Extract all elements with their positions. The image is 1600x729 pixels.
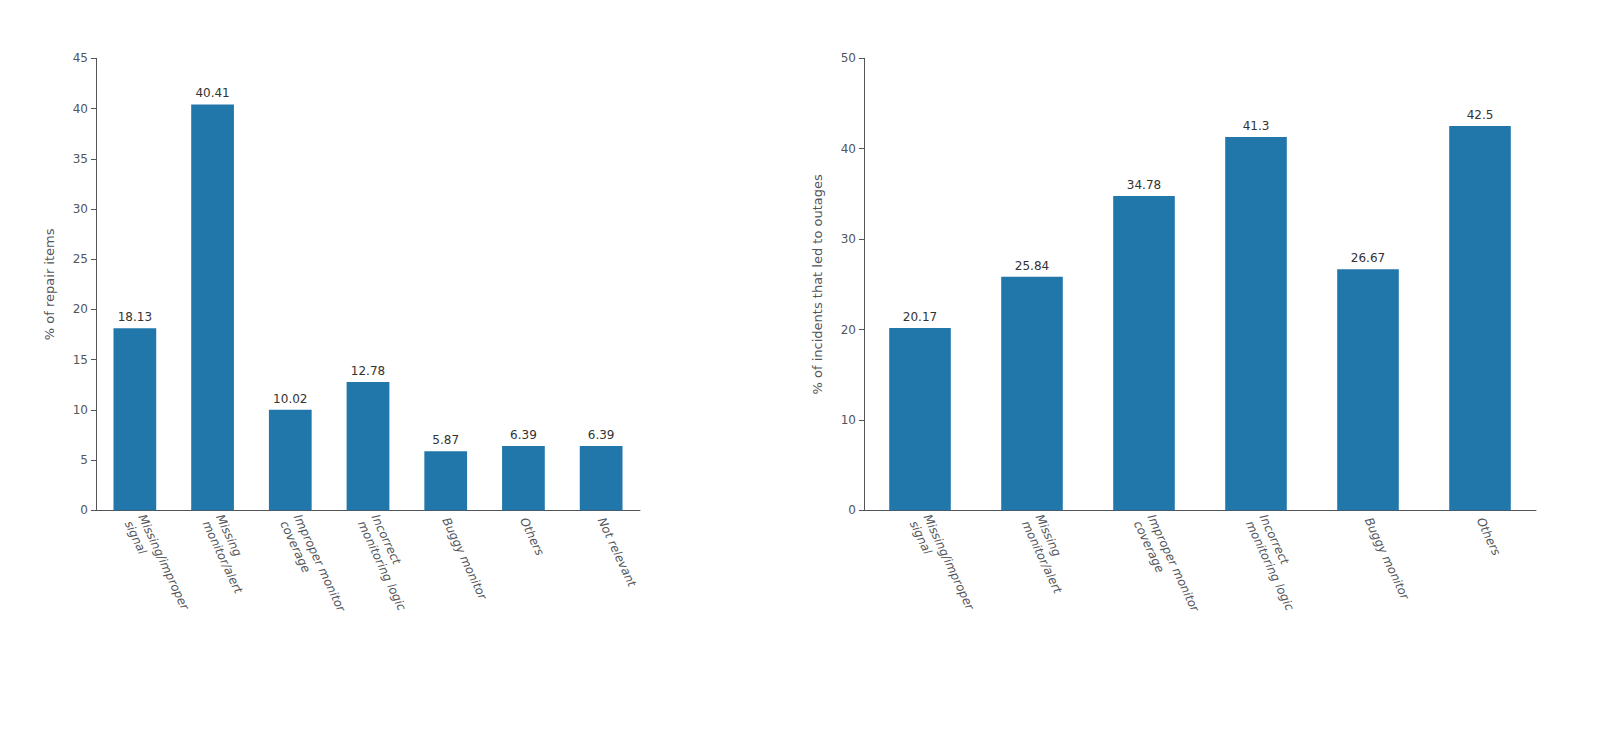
svg-text:6.39: 6.39 <box>588 428 615 442</box>
svg-text:15: 15 <box>73 353 88 367</box>
svg-text:Missing/improper: Missing/improper <box>920 512 977 613</box>
svg-text:41.3: 41.3 <box>1243 119 1270 133</box>
svg-text:monitor/alert: monitor/alert <box>1019 519 1065 597</box>
svg-text:Incorrect: Incorrect <box>1256 512 1292 567</box>
svg-text:45: 45 <box>73 51 88 65</box>
svg-text:10: 10 <box>73 403 88 417</box>
svg-text:10: 10 <box>841 413 856 427</box>
svg-text:20: 20 <box>841 323 856 337</box>
svg-text:50: 50 <box>841 51 856 65</box>
svg-text:25: 25 <box>73 252 88 266</box>
svg-text:0: 0 <box>80 503 88 517</box>
svg-text:Buggy monitor: Buggy monitor <box>439 515 490 602</box>
svg-text:34.78: 34.78 <box>1127 178 1161 192</box>
svg-text:signal: signal <box>122 519 150 558</box>
svg-text:5.87: 5.87 <box>432 433 459 447</box>
svg-text:Buggy monitor: Buggy monitor <box>1362 515 1413 602</box>
svg-text:coverage: coverage <box>1131 519 1167 575</box>
svg-text:30: 30 <box>841 232 856 246</box>
svg-text:% of incidents that led to out: % of incidents that led to outages <box>810 174 825 394</box>
svg-text:26.67: 26.67 <box>1351 251 1385 265</box>
svg-text:30: 30 <box>73 202 88 216</box>
svg-text:10.02: 10.02 <box>273 392 307 406</box>
svg-text:Others: Others <box>517 515 547 557</box>
svg-text:18.13: 18.13 <box>118 310 152 324</box>
svg-text:0: 0 <box>848 503 856 517</box>
svg-text:40.41: 40.41 <box>195 86 229 100</box>
svg-text:20: 20 <box>73 302 88 316</box>
svg-text:Incorrect: Incorrect <box>368 512 404 567</box>
svg-text:5: 5 <box>80 453 88 467</box>
svg-text:% of repair items: % of repair items <box>42 228 57 340</box>
svg-text:20.17: 20.17 <box>903 310 937 324</box>
svg-text:12.78: 12.78 <box>351 364 385 378</box>
svg-text:25.84: 25.84 <box>1015 259 1049 273</box>
svg-text:42.5: 42.5 <box>1467 108 1494 122</box>
svg-text:40: 40 <box>841 142 856 156</box>
svg-text:35: 35 <box>73 152 88 166</box>
svg-text:Improper monitor: Improper monitor <box>290 512 349 614</box>
svg-text:monitor/alert: monitor/alert <box>199 519 245 597</box>
svg-text:Missing/improper: Missing/improper <box>135 512 192 613</box>
svg-text:Missing: Missing <box>213 512 245 559</box>
svg-text:Missing: Missing <box>1032 512 1064 559</box>
svg-text:monitoring logic: monitoring logic <box>1243 519 1297 614</box>
svg-text:6.39: 6.39 <box>510 428 537 442</box>
svg-text:monitoring logic: monitoring logic <box>355 519 409 614</box>
svg-text:signal: signal <box>907 519 935 558</box>
svg-text:Improper monitor: Improper monitor <box>1144 512 1202 614</box>
svg-text:Not relevant: Not relevant <box>595 515 640 590</box>
svg-text:coverage: coverage <box>277 519 313 575</box>
svg-text:40: 40 <box>73 102 88 116</box>
svg-text:Others: Others <box>1474 515 1504 557</box>
